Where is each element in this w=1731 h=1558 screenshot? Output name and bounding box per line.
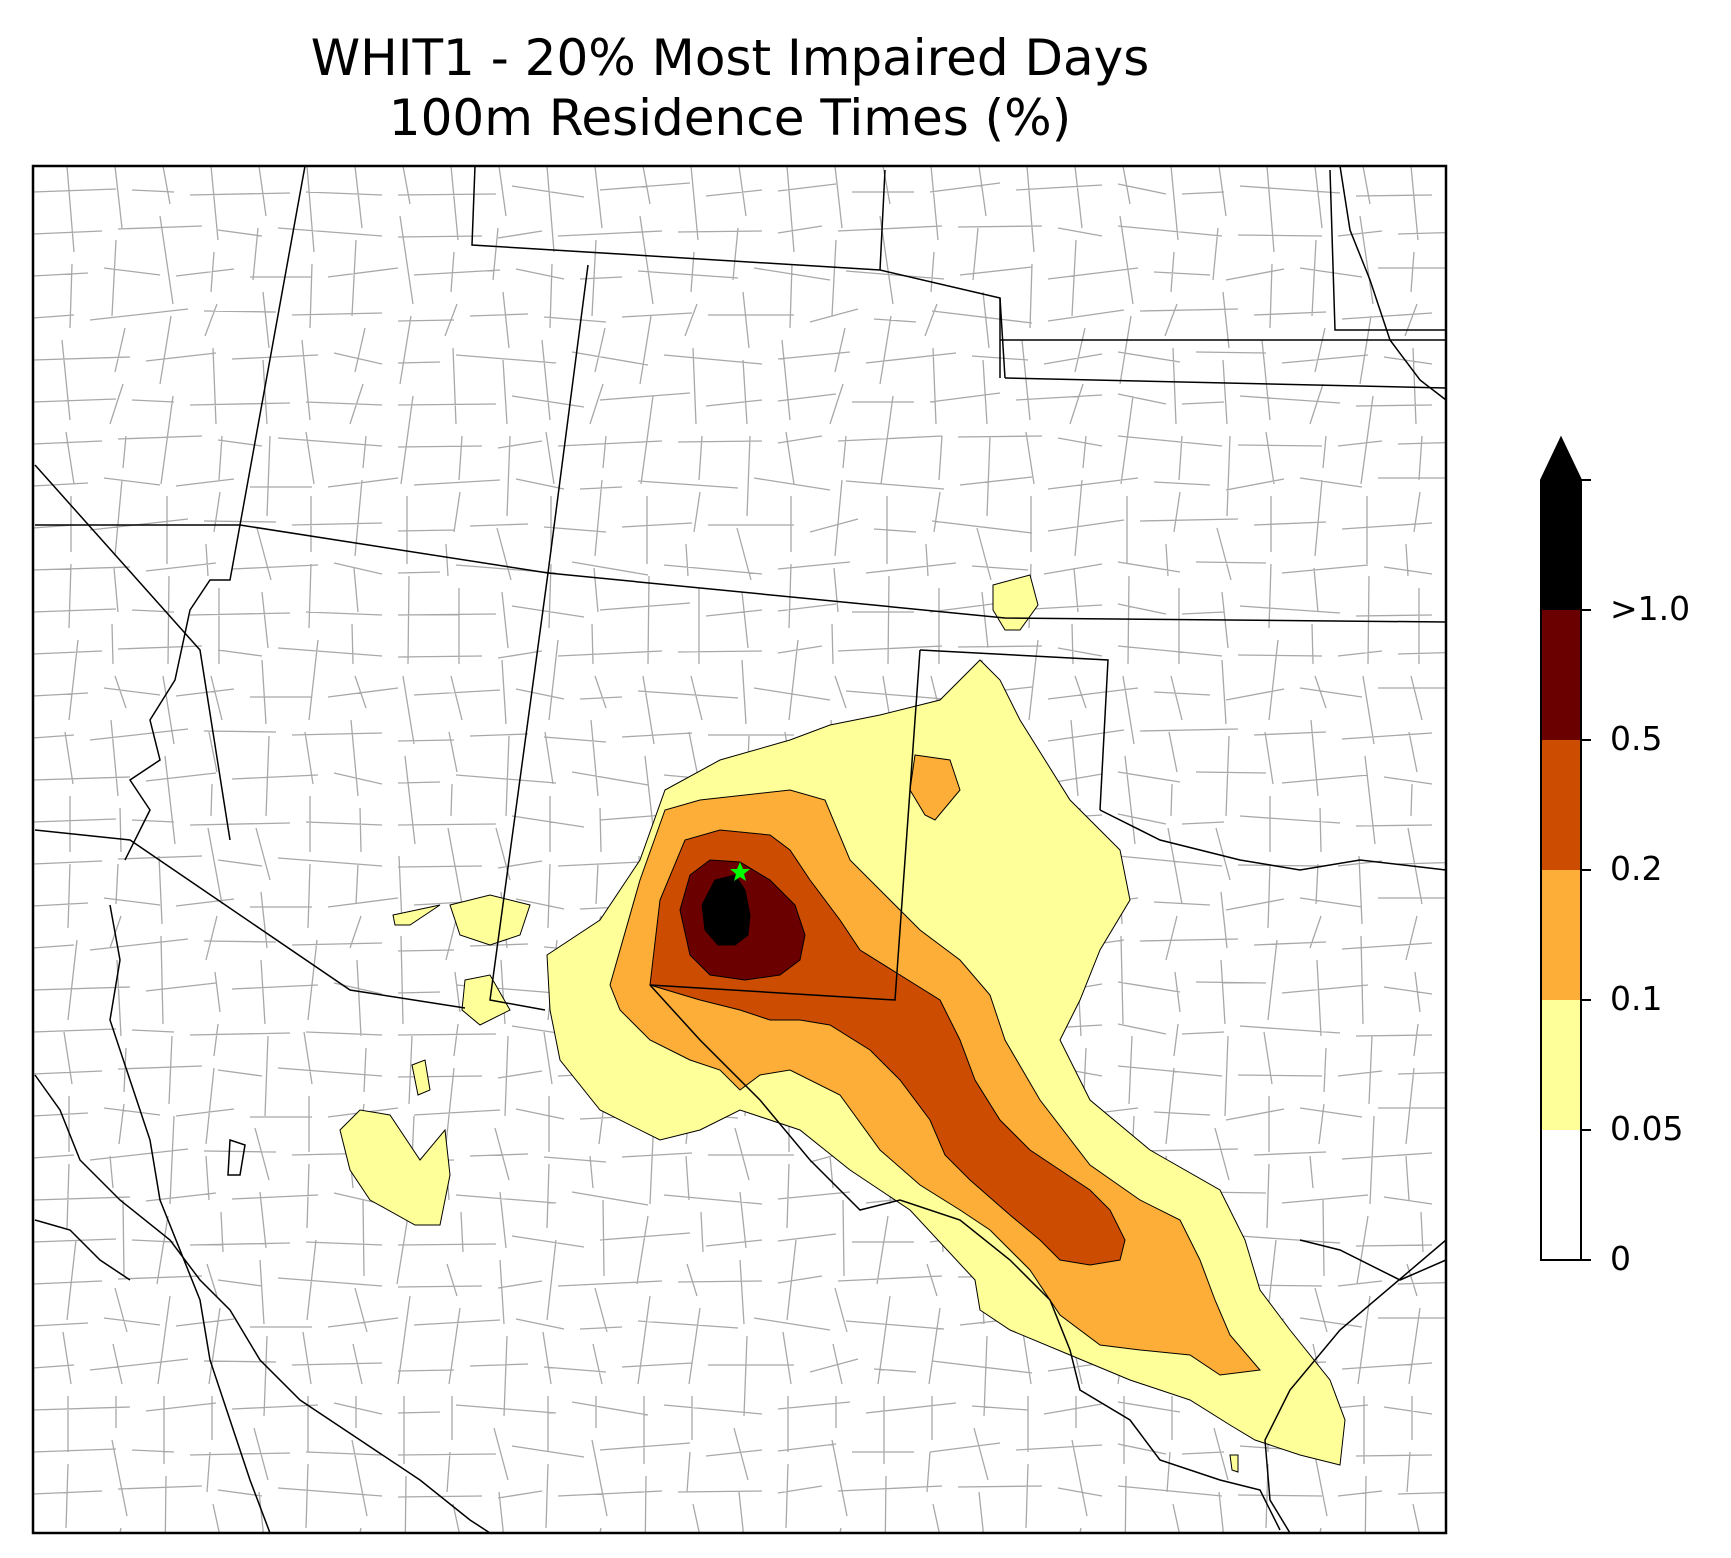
contour-0.05-patch: [339, 1109, 451, 1226]
contour-0.05-patch: [992, 574, 1039, 631]
colorbar-outline: [1540, 435, 1582, 1261]
colorbar-label: >1.0: [1610, 589, 1691, 628]
colorbar-segment: [1541, 610, 1581, 740]
colorbar-label: 0.2: [1610, 849, 1663, 888]
colorbar-label: 0.1: [1610, 979, 1663, 1018]
colorbar-extend-arrow: [1541, 438, 1581, 480]
contour-0.05-patch: [449, 894, 531, 946]
map-frame: [31, 164, 1448, 1535]
colorbar-label: 0.05: [1610, 1109, 1684, 1148]
site-star-icon: [730, 862, 750, 881]
colorbar-label: 0.5: [1610, 719, 1663, 758]
colorbar-segment: [1541, 480, 1581, 610]
contour-0.05-patch: [461, 974, 511, 1026]
site-marker: [730, 862, 750, 881]
colorbar-segment: [1541, 1000, 1581, 1130]
map-title-line-2: 100m Residence Times (%): [388, 89, 1072, 147]
contour-0.05-patch: [392, 904, 441, 926]
colorbar: [1540, 435, 1591, 1261]
colorbar-segment: [1541, 1130, 1581, 1260]
contour-1.0: [701, 874, 751, 946]
colorbar-segment: [1541, 870, 1581, 1000]
contour-layer: [339, 574, 1346, 1473]
colorbar-segment: [1541, 740, 1581, 870]
colorbar-label: 0: [1610, 1239, 1631, 1278]
contour-0.05-patch: [1229, 1454, 1239, 1473]
state-borders: [34, 166, 1446, 1533]
map-title-line-1: WHIT1 - 20% Most Impaired Days: [310, 29, 1150, 87]
contour-0.05-patch: [411, 1059, 431, 1096]
